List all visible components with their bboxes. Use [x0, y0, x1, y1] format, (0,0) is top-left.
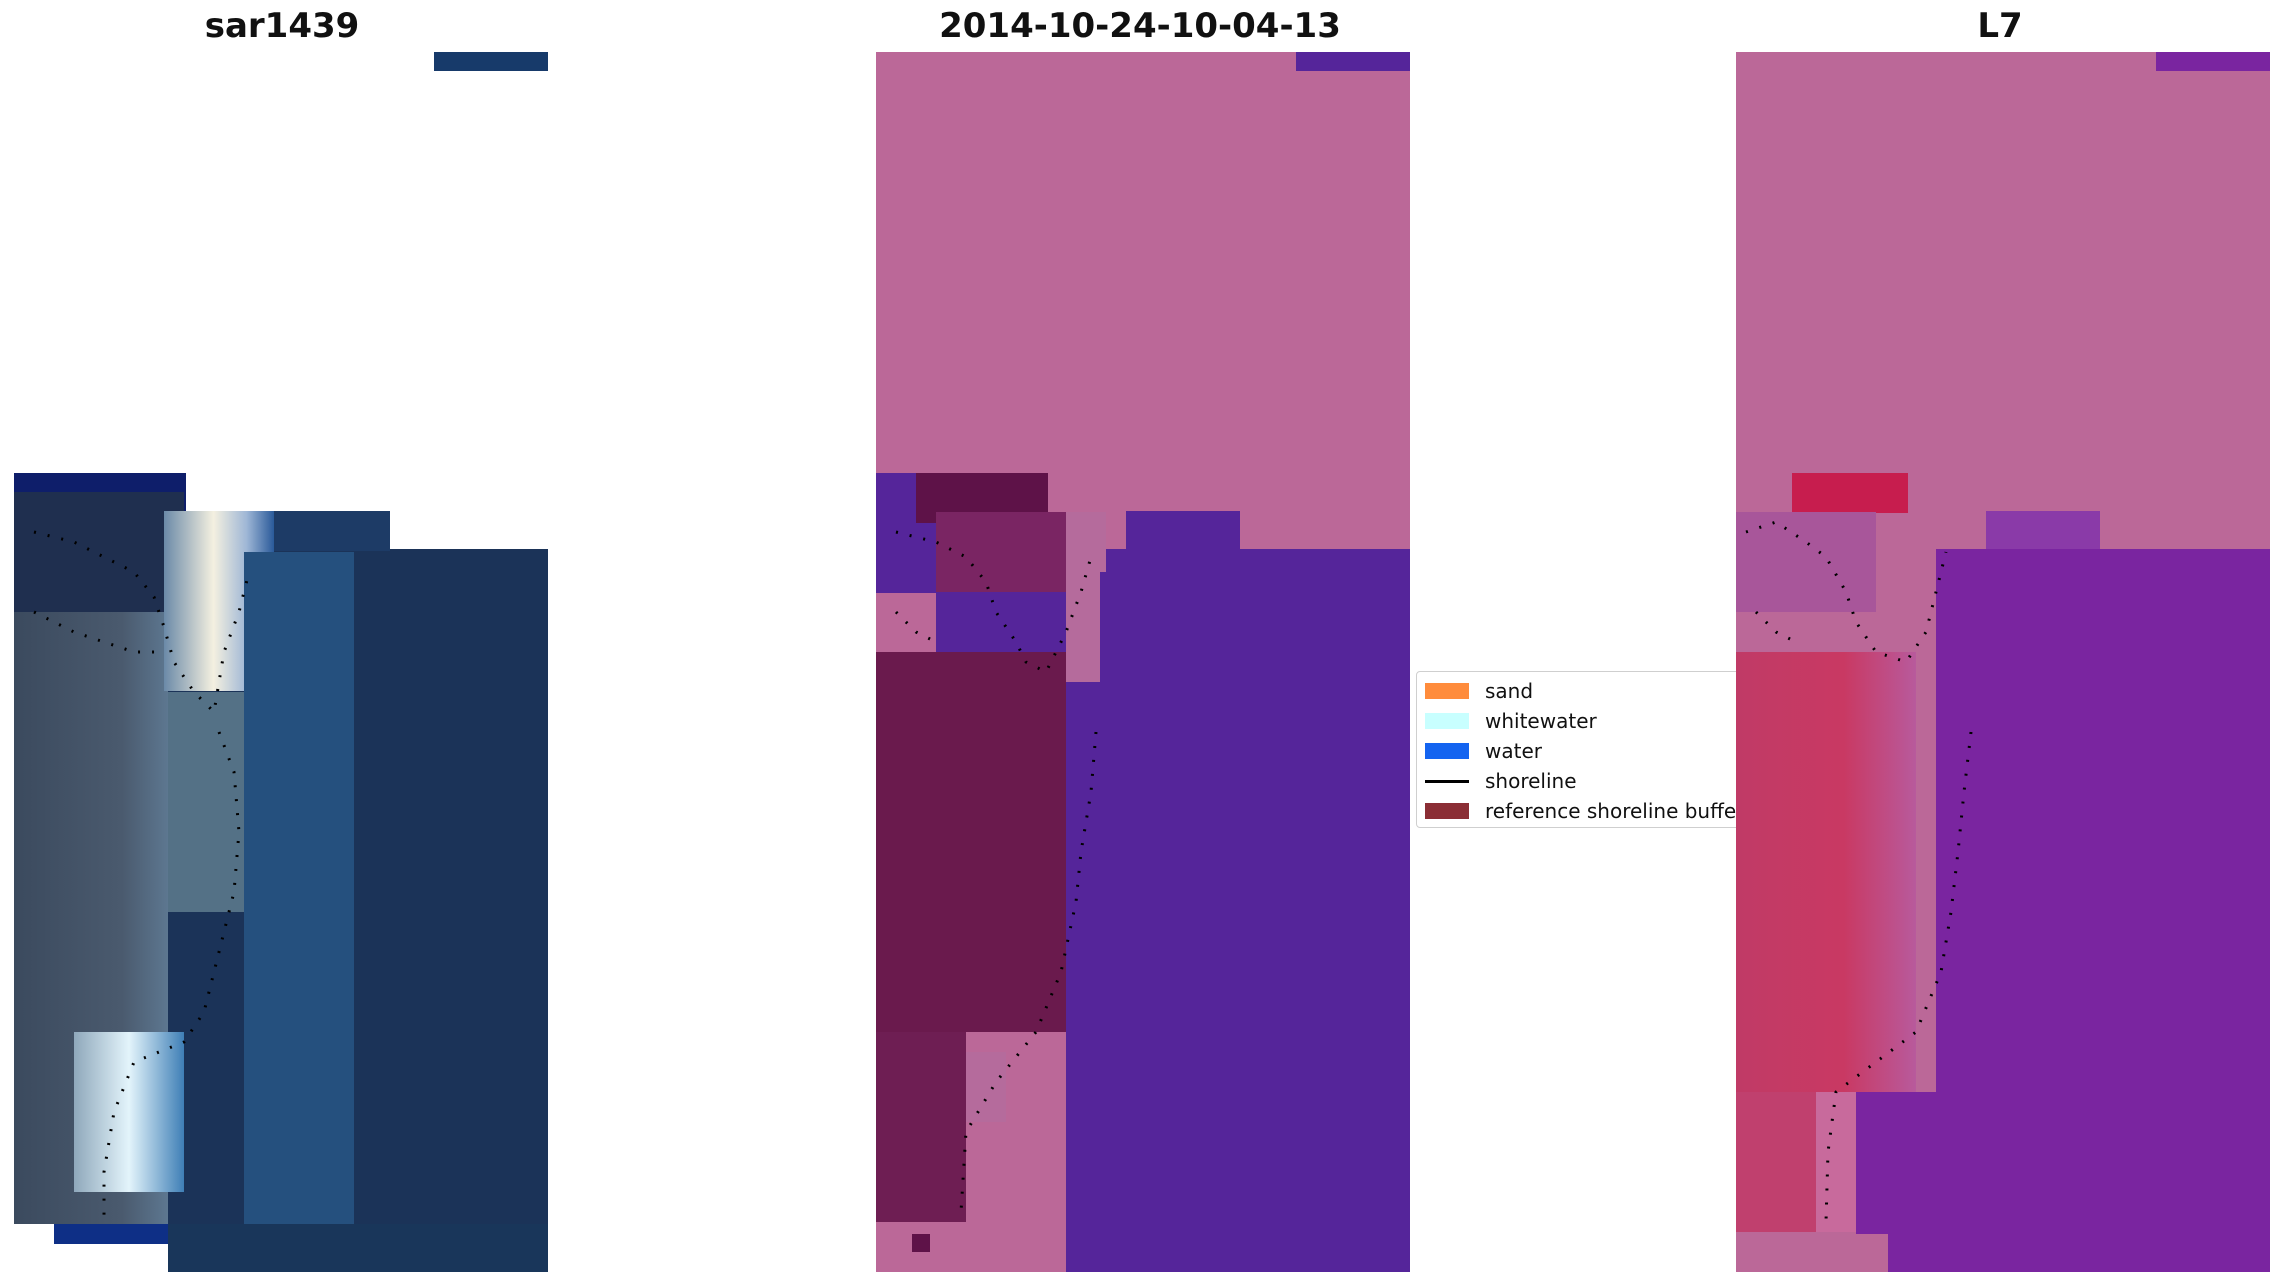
water-swatch	[1425, 743, 1469, 759]
shoreline-line-swatch	[1425, 779, 1469, 783]
legend-label-sand: sand	[1485, 679, 1534, 703]
reference-buffer-swatch	[1425, 803, 1469, 819]
legend-label-water: water	[1485, 739, 1542, 763]
legend-item-sand: sand	[1425, 676, 1533, 706]
legend-item-whitewater: whitewater	[1425, 706, 1597, 736]
legend-label-shoreline: shoreline	[1485, 769, 1577, 793]
legend-item-reference-shoreline-buffer: reference shoreline buffer	[1425, 796, 1744, 826]
legend-item-water: water	[1425, 736, 1542, 766]
whitewater-swatch	[1425, 713, 1469, 729]
legend: sand whitewater water shoreline referenc…	[1416, 671, 1746, 828]
legend-label-whitewater: whitewater	[1485, 709, 1597, 733]
panel-title-left: sar1439	[204, 6, 360, 46]
l7-image	[1736, 52, 2270, 1272]
sand-swatch	[1425, 683, 1469, 699]
legend-item-shoreline: shoreline	[1425, 766, 1577, 796]
classified-image	[876, 52, 1410, 1272]
panel-title-right: L7	[1977, 6, 2023, 46]
legend-label-reference-shoreline-buffer: reference shoreline buffer	[1485, 799, 1745, 823]
panel-title-middle: 2014-10-24-10-04-13	[939, 6, 1341, 46]
satellite-image	[14, 52, 548, 1272]
l7-image-panel	[1736, 52, 2270, 1272]
classified-image-panel	[876, 52, 1410, 1272]
satellite-image-panel	[14, 52, 548, 1272]
